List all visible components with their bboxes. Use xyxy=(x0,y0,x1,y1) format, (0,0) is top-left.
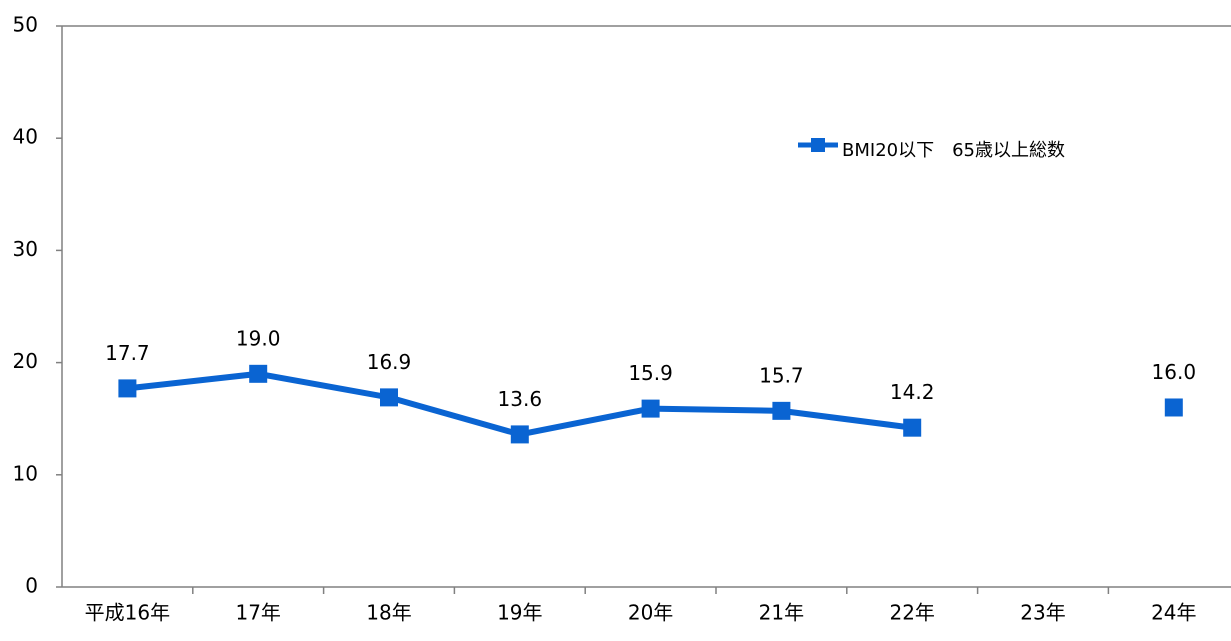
data-label: 14.2 xyxy=(890,380,935,404)
data-label: 17.7 xyxy=(105,341,150,365)
x-tick-label: 23年 xyxy=(1020,601,1065,625)
x-tick-label: 21年 xyxy=(759,601,804,625)
data-label: 19.0 xyxy=(236,326,281,350)
data-label: 16.0 xyxy=(1152,360,1197,384)
x-tick-label: 20年 xyxy=(628,601,673,625)
data-label: 15.9 xyxy=(628,361,673,385)
data-marker xyxy=(380,388,398,407)
data-marker xyxy=(903,418,922,437)
data-marker xyxy=(641,399,660,418)
x-tick-label: 18年 xyxy=(366,601,411,625)
x-tick-label: 24年 xyxy=(1151,601,1196,625)
legend-label: BMI20以下 65歳以上総数 xyxy=(842,140,1065,161)
y-tick-label: 50 xyxy=(13,13,38,37)
y-tick-label: 0 xyxy=(25,574,38,598)
x-tick-label: 平成16年 xyxy=(85,601,170,625)
x-tick-label: 19年 xyxy=(497,601,542,625)
y-tick-label: 40 xyxy=(13,125,38,149)
data-marker xyxy=(772,401,791,420)
y-tick-label: 30 xyxy=(13,237,38,261)
data-marker xyxy=(510,425,529,444)
x-tick-label: 17年 xyxy=(235,601,280,625)
data-label: 13.6 xyxy=(498,387,543,411)
data-label: 15.7 xyxy=(759,363,804,387)
data-marker xyxy=(118,379,137,398)
legend-marker xyxy=(811,138,825,152)
data-marker xyxy=(249,364,268,383)
y-tick-label: 10 xyxy=(13,461,38,485)
y-tick-label: 20 xyxy=(13,349,38,373)
x-tick-label: 22年 xyxy=(889,601,934,625)
data-label: 16.9 xyxy=(367,350,412,374)
data-marker xyxy=(1164,398,1183,417)
